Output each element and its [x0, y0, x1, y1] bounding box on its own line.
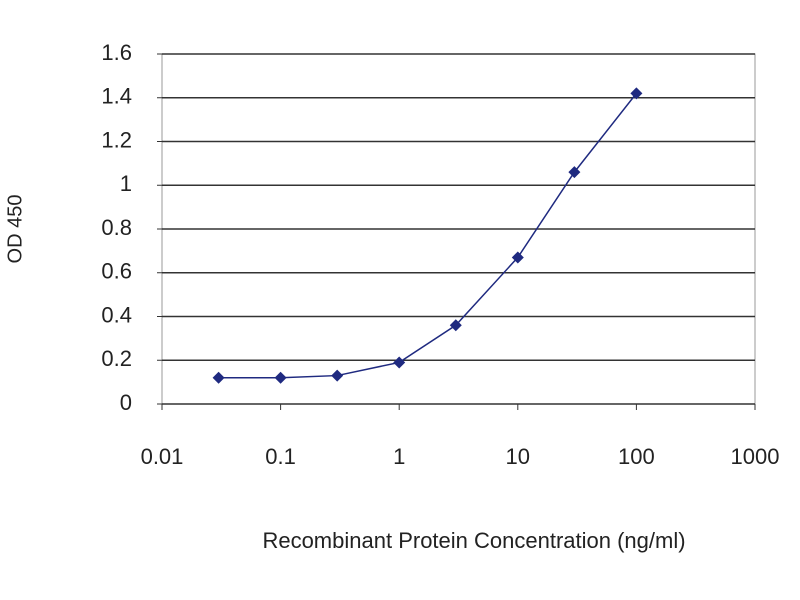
y-tick-label: 0.6 [101, 259, 132, 284]
x-tick-label: 0.01 [141, 444, 184, 469]
x-tick-label: 1000 [731, 444, 780, 469]
y-axis-label: OD 450 [4, 195, 26, 264]
x-tick-label: 0.1 [265, 444, 296, 469]
data-point [331, 369, 344, 382]
y-tick-label: 0.2 [101, 346, 132, 371]
data-point [393, 356, 406, 369]
y-tick-label: 1.4 [101, 84, 132, 109]
y-tick-label: 0 [120, 390, 132, 415]
line [218, 92, 637, 379]
y-tick-label: 1.2 [101, 127, 132, 152]
data-point [212, 371, 225, 384]
x-tick-label: 1 [393, 444, 405, 469]
y-tick-label: 0.8 [101, 215, 132, 240]
data-point [630, 87, 643, 100]
y-tick-label: 1 [120, 171, 132, 196]
data-point [449, 319, 462, 332]
data-point [274, 371, 287, 384]
x-axis-label: Recombinant Protein Concentration (ng/ml… [262, 528, 685, 553]
x-tick-label: 10 [506, 444, 530, 469]
y-tick-label: 0.4 [101, 302, 132, 327]
x-tick-label: 100 [618, 444, 655, 469]
y-tick-label: 1.6 [101, 40, 132, 65]
data-point [511, 251, 524, 264]
data-point [568, 166, 581, 179]
